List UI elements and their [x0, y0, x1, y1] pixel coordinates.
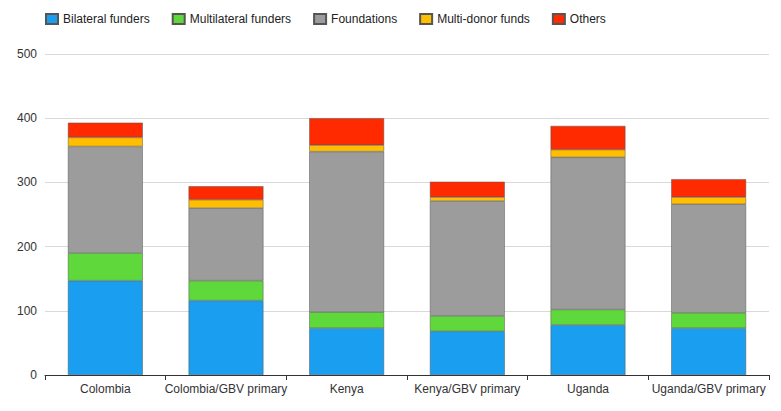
svg-text:Multi-donor funds: Multi-donor funds: [437, 12, 530, 26]
svg-text:Kenya/GBV primary: Kenya/GBV primary: [414, 382, 520, 396]
svg-text:Bilateral funders: Bilateral funders: [63, 12, 150, 26]
svg-text:200: 200: [17, 240, 37, 254]
svg-text:0: 0: [30, 368, 37, 382]
svg-text:400: 400: [17, 111, 37, 125]
svg-text:Colombia/GBV primary: Colombia/GBV primary: [165, 382, 288, 396]
svg-text:Uganda: Uganda: [567, 382, 609, 396]
svg-text:Uganda/GBV primary: Uganda/GBV primary: [652, 382, 766, 396]
svg-text:Foundations: Foundations: [331, 12, 397, 26]
svg-text:300: 300: [17, 175, 37, 189]
svg-text:Kenya: Kenya: [330, 382, 364, 396]
svg-text:Others: Others: [570, 12, 606, 26]
svg-text:Multilateral funders: Multilateral funders: [190, 12, 291, 26]
svg-text:Colombia: Colombia: [80, 382, 131, 396]
svg-text:500: 500: [17, 47, 37, 61]
svg-text:100: 100: [17, 304, 37, 318]
